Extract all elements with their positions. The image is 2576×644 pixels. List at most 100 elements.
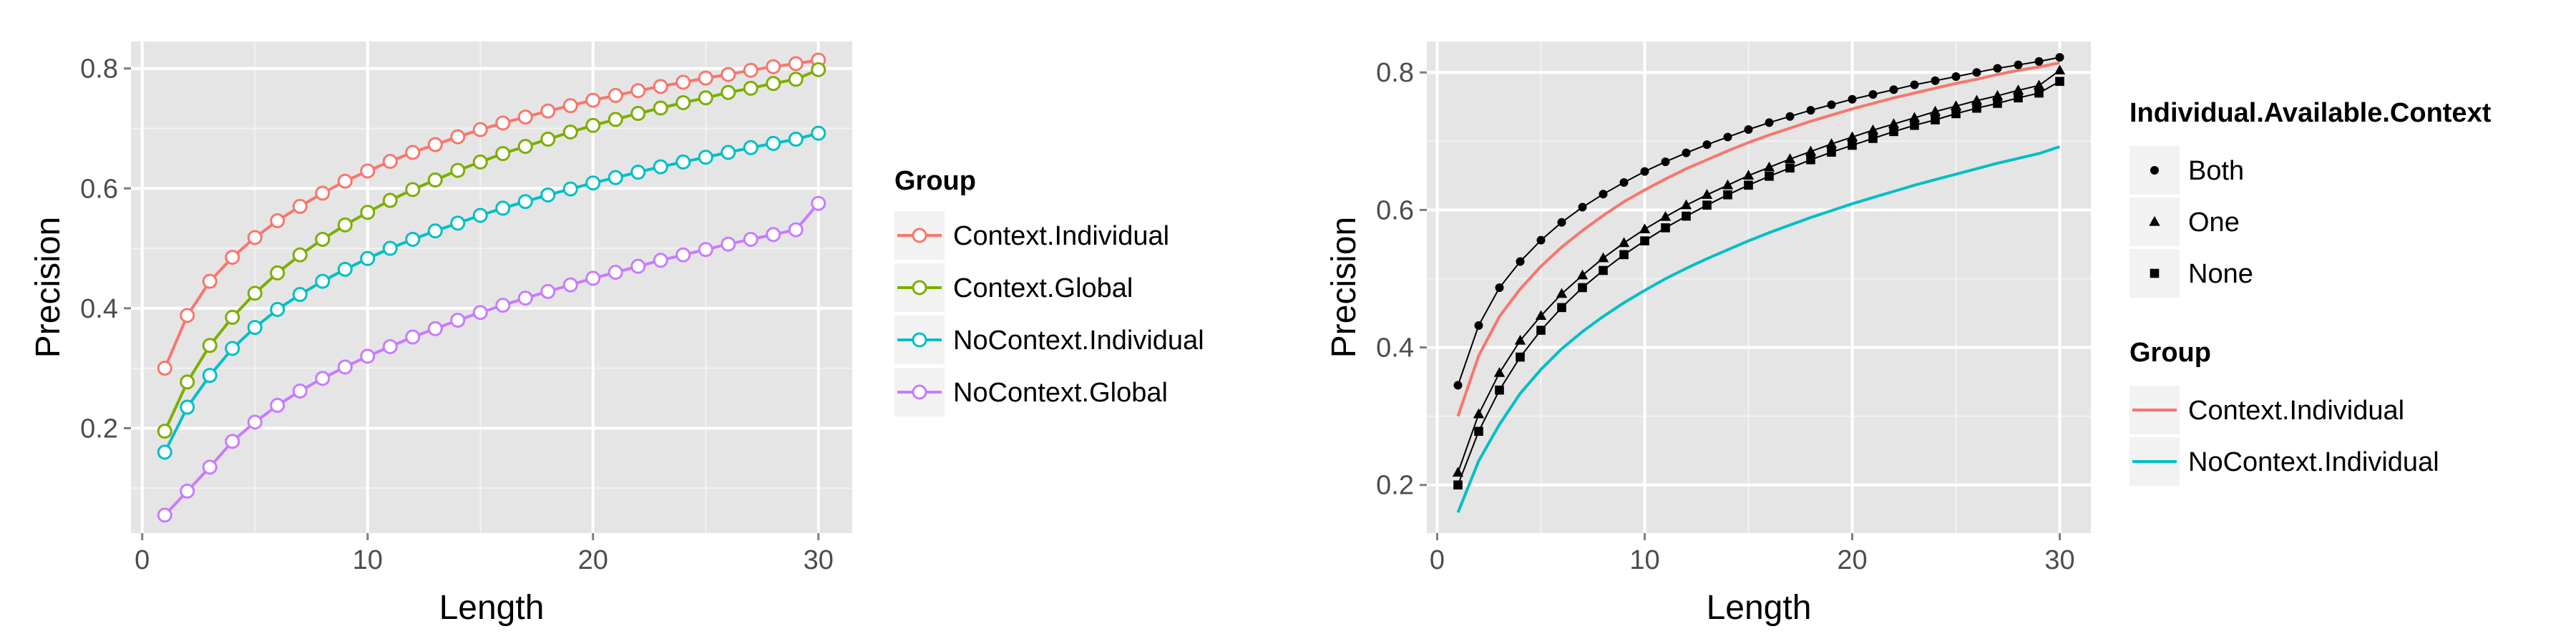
data-point xyxy=(1931,115,1940,125)
series-line-NoContext.Individual xyxy=(1456,145,2061,513)
data-point xyxy=(360,250,376,266)
data-point xyxy=(1619,177,1629,187)
y-axis-title: Precision xyxy=(29,217,67,358)
y-tick-label: 0.2 xyxy=(80,414,118,444)
legend-key-point xyxy=(2150,166,2159,175)
data-point xyxy=(292,287,308,303)
data-point xyxy=(721,67,736,82)
data-point xyxy=(540,283,556,299)
data-point xyxy=(743,80,758,96)
data-point xyxy=(180,308,195,323)
data-point xyxy=(472,122,488,137)
data-point xyxy=(225,250,240,265)
legend-label: None xyxy=(2188,259,2253,289)
data-point xyxy=(1639,223,1651,233)
data-point xyxy=(1474,426,1483,436)
data-point xyxy=(811,195,826,211)
data-point xyxy=(1702,200,1712,210)
data-point xyxy=(1536,235,1546,245)
data-point xyxy=(721,84,736,100)
y-tick-label: 0.6 xyxy=(80,174,118,204)
data-point xyxy=(1578,203,1587,212)
x-tick-label: 0 xyxy=(135,545,150,575)
data-point xyxy=(1661,157,1670,167)
data-point xyxy=(675,154,691,170)
data-point xyxy=(337,173,353,189)
data-point xyxy=(1765,118,1774,127)
data-point xyxy=(202,338,218,353)
data-point xyxy=(427,321,443,336)
data-point xyxy=(337,359,353,375)
x-tick-label: 20 xyxy=(578,545,608,575)
data-point xyxy=(1993,99,2002,108)
data-point xyxy=(247,414,263,430)
data-point xyxy=(675,247,691,263)
data-point xyxy=(337,217,353,233)
data-point xyxy=(157,424,172,439)
data-point xyxy=(1453,480,1463,490)
legend-key-point xyxy=(912,332,927,348)
data-point xyxy=(157,507,172,523)
data-point xyxy=(1910,80,1919,89)
data-point xyxy=(1536,326,1546,335)
data-point xyxy=(743,140,758,155)
data-point xyxy=(450,313,466,328)
data-point xyxy=(292,247,308,263)
data-point xyxy=(1640,236,1649,245)
data-point xyxy=(2014,60,2023,69)
data-point xyxy=(1991,89,2004,100)
data-point xyxy=(1722,179,1734,190)
data-point xyxy=(450,215,466,231)
data-point xyxy=(630,83,646,99)
data-point xyxy=(495,146,511,162)
data-point xyxy=(1619,250,1629,260)
data-point xyxy=(540,103,556,119)
data-point xyxy=(788,222,804,238)
data-point xyxy=(1929,105,1941,116)
data-point xyxy=(472,305,488,321)
data-point xyxy=(270,301,286,317)
data-point xyxy=(1931,76,1940,85)
data-point xyxy=(1682,148,1691,157)
data-point xyxy=(202,459,218,475)
data-point xyxy=(608,170,623,185)
x-tick-label: 20 xyxy=(1837,545,1867,575)
data-point xyxy=(1784,153,1796,163)
data-point xyxy=(1599,190,1608,199)
data-point xyxy=(1661,223,1670,233)
legend-label: Context.Individual xyxy=(2188,396,2404,426)
data-point xyxy=(1702,140,1712,150)
data-point xyxy=(517,109,533,125)
data-point xyxy=(247,230,263,245)
data-point xyxy=(653,100,668,116)
legend-label: NoContext.Individual xyxy=(953,326,1204,356)
data-point xyxy=(540,132,556,147)
data-point xyxy=(382,154,398,170)
x-tick-label: 30 xyxy=(2044,545,2074,575)
data-point xyxy=(1993,64,2002,73)
data-point xyxy=(1723,132,1732,142)
data-point xyxy=(292,198,308,214)
data-point xyxy=(2054,64,2066,75)
data-point xyxy=(675,94,691,110)
data-point xyxy=(1556,288,1568,298)
y-tick-label: 0.4 xyxy=(1376,333,1414,364)
data-point xyxy=(157,444,172,460)
legend-label: Both xyxy=(2188,156,2244,186)
data-point xyxy=(1908,112,1921,122)
data-point xyxy=(382,338,398,354)
data-point xyxy=(315,273,331,289)
data-point xyxy=(1495,283,1504,292)
data-point xyxy=(1848,94,1857,104)
data-point xyxy=(1495,385,1504,395)
data-point xyxy=(202,368,218,384)
data-point xyxy=(766,76,781,92)
data-point xyxy=(315,371,331,386)
data-point xyxy=(472,208,488,223)
data-point xyxy=(2014,93,2023,103)
data-point xyxy=(1659,210,1672,221)
data-point xyxy=(1557,218,1566,227)
data-point xyxy=(1701,189,1713,199)
data-point xyxy=(1827,147,1836,157)
